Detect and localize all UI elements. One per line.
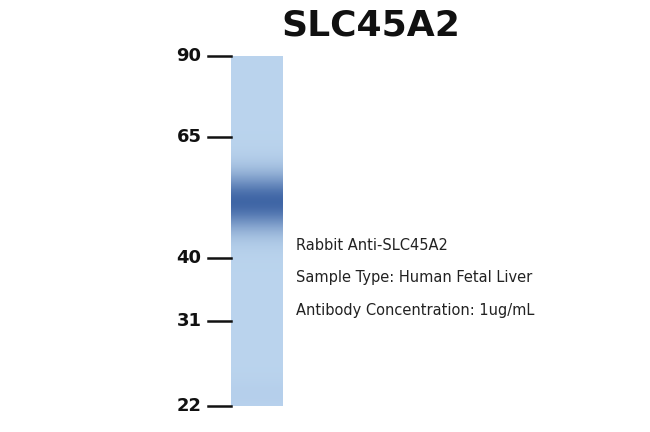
Text: Antibody Concentration: 1ug/mL: Antibody Concentration: 1ug/mL: [296, 303, 534, 318]
Text: 31: 31: [177, 312, 202, 330]
Text: 40: 40: [177, 248, 202, 267]
Text: 65: 65: [177, 128, 202, 146]
Text: 22: 22: [177, 397, 202, 415]
Text: Sample Type: Human Fetal Liver: Sample Type: Human Fetal Liver: [296, 270, 532, 286]
Text: 90: 90: [177, 47, 202, 65]
Text: Rabbit Anti-SLC45A2: Rabbit Anti-SLC45A2: [296, 238, 448, 253]
Text: SLC45A2: SLC45A2: [281, 9, 460, 43]
